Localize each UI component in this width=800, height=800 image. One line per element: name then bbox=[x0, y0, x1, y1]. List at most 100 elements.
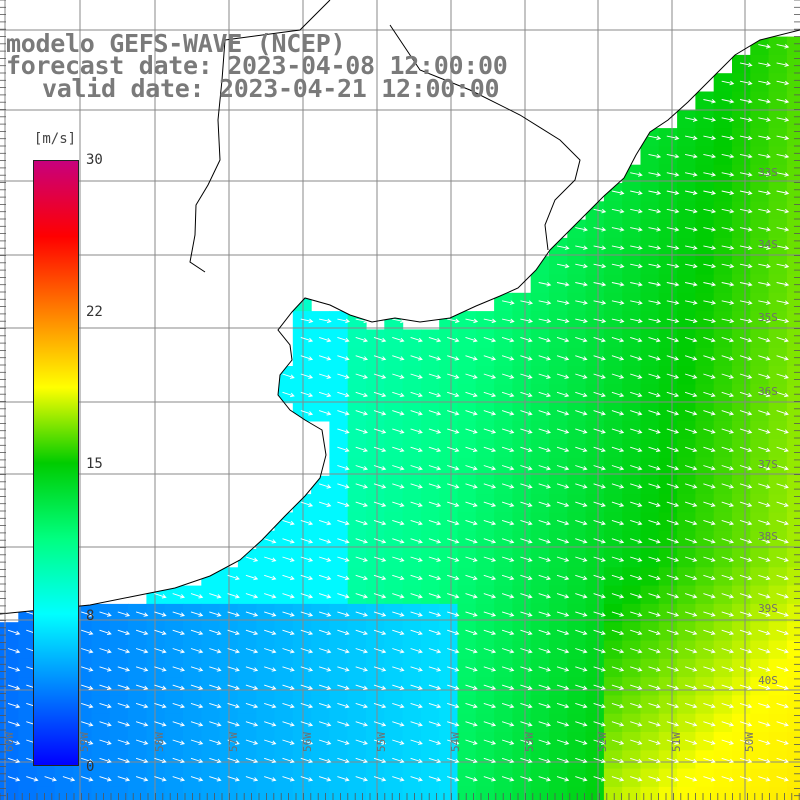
wind-cell bbox=[750, 530, 770, 550]
wind-cell bbox=[622, 695, 642, 715]
longitude-label: 51W bbox=[670, 732, 683, 752]
wind-cell bbox=[603, 292, 623, 312]
wind-arrow bbox=[776, 538, 789, 544]
wind-cell bbox=[274, 585, 294, 605]
wind-cell bbox=[457, 311, 477, 330]
wind-arrow bbox=[501, 501, 515, 507]
wind-arrow bbox=[630, 702, 643, 709]
wind-cell bbox=[366, 457, 385, 477]
wind-cell bbox=[292, 347, 312, 367]
wind-cell bbox=[475, 457, 495, 477]
wind-arrow bbox=[520, 318, 534, 324]
wind-arrow bbox=[648, 336, 661, 343]
wind-cell bbox=[54, 786, 74, 800]
wind-cell bbox=[237, 677, 257, 696]
wind-cell bbox=[567, 530, 587, 550]
wind-arrow bbox=[227, 593, 240, 599]
wind-cell bbox=[475, 750, 495, 770]
wind-cell bbox=[201, 768, 221, 788]
wind-arrow bbox=[7, 739, 21, 745]
wind-arrow bbox=[465, 336, 478, 343]
wind-cell bbox=[640, 713, 660, 733]
wind-arrow bbox=[264, 611, 277, 617]
wind-arrow bbox=[703, 99, 717, 104]
wind-cell bbox=[439, 658, 459, 678]
wind-cell bbox=[439, 329, 459, 349]
wind-arrow bbox=[447, 702, 460, 709]
wind-arrow bbox=[501, 757, 515, 764]
wind-cell bbox=[567, 237, 587, 257]
wind-arrow bbox=[684, 702, 698, 709]
wind-arrow bbox=[556, 300, 570, 305]
wind-arrow bbox=[520, 666, 533, 672]
wind-arrow bbox=[721, 593, 734, 599]
wind-cell bbox=[658, 237, 678, 257]
wind-arrow bbox=[593, 446, 606, 453]
longitude-label: 58W bbox=[153, 732, 166, 752]
wind-arrow bbox=[392, 739, 405, 745]
wind-cell bbox=[18, 695, 38, 715]
wind-cell bbox=[585, 237, 605, 257]
wind-cell bbox=[695, 201, 715, 221]
wind-cell bbox=[549, 420, 568, 440]
wind-arrow bbox=[319, 318, 332, 324]
wind-cell bbox=[732, 713, 751, 733]
wind-cell bbox=[329, 366, 349, 385]
wind-arrow bbox=[410, 465, 423, 471]
wind-cell bbox=[640, 237, 660, 257]
wind-cell bbox=[530, 494, 550, 513]
wind-cell bbox=[677, 457, 696, 477]
wind-arrow bbox=[575, 227, 588, 232]
wind-cell bbox=[0, 786, 19, 800]
wind-cell bbox=[183, 658, 202, 678]
wind-arrow bbox=[318, 702, 332, 709]
wind-arrow bbox=[630, 446, 643, 453]
wind-cell bbox=[494, 750, 513, 770]
wind-cell bbox=[366, 512, 385, 532]
wind-cell bbox=[622, 329, 642, 349]
wind-cell bbox=[549, 732, 568, 751]
wind-cell bbox=[420, 750, 440, 770]
wind-cell bbox=[512, 292, 532, 312]
wind-cell bbox=[109, 640, 129, 660]
wind-cell bbox=[713, 128, 733, 147]
wind-arrow bbox=[410, 538, 423, 544]
wind-cell bbox=[768, 384, 788, 404]
wind-arrow bbox=[611, 410, 625, 416]
longitude-label: 55W bbox=[375, 732, 388, 752]
wind-cell bbox=[750, 274, 770, 294]
wind-cell bbox=[549, 384, 568, 404]
wind-arrow bbox=[666, 501, 680, 507]
wind-cell bbox=[256, 622, 276, 642]
wind-cell bbox=[640, 475, 660, 495]
wind-cell bbox=[347, 695, 367, 715]
wind-arrow bbox=[666, 465, 680, 471]
wind-cell bbox=[274, 549, 294, 568]
wind-arrow bbox=[575, 519, 588, 526]
latitude-label: 40S bbox=[758, 674, 778, 687]
wind-arrow bbox=[337, 757, 350, 764]
wind-cell bbox=[549, 603, 568, 623]
wind-arrow bbox=[209, 702, 222, 709]
wind-cell bbox=[402, 494, 422, 513]
latitude-label: 33S bbox=[758, 166, 778, 179]
wind-arrow bbox=[501, 373, 515, 379]
wind-cell bbox=[695, 237, 715, 257]
wind-cell bbox=[640, 768, 660, 788]
wind-arrow bbox=[282, 611, 295, 617]
wind-cell bbox=[475, 384, 495, 404]
wind-cell bbox=[494, 585, 513, 605]
wind-arrow bbox=[721, 300, 735, 305]
wind-cell bbox=[603, 256, 623, 276]
wind-cell bbox=[695, 292, 715, 312]
wind-arrow bbox=[611, 593, 625, 599]
wind-arrow bbox=[172, 629, 185, 636]
wind-cell bbox=[750, 603, 770, 623]
wind-arrow bbox=[684, 483, 698, 489]
wind-arrow bbox=[81, 629, 94, 636]
wind-arrow bbox=[666, 648, 680, 654]
wind-cell bbox=[658, 512, 678, 532]
wind-cell bbox=[256, 750, 276, 770]
wind-arrow bbox=[373, 519, 387, 526]
wind-arrow bbox=[739, 135, 753, 141]
